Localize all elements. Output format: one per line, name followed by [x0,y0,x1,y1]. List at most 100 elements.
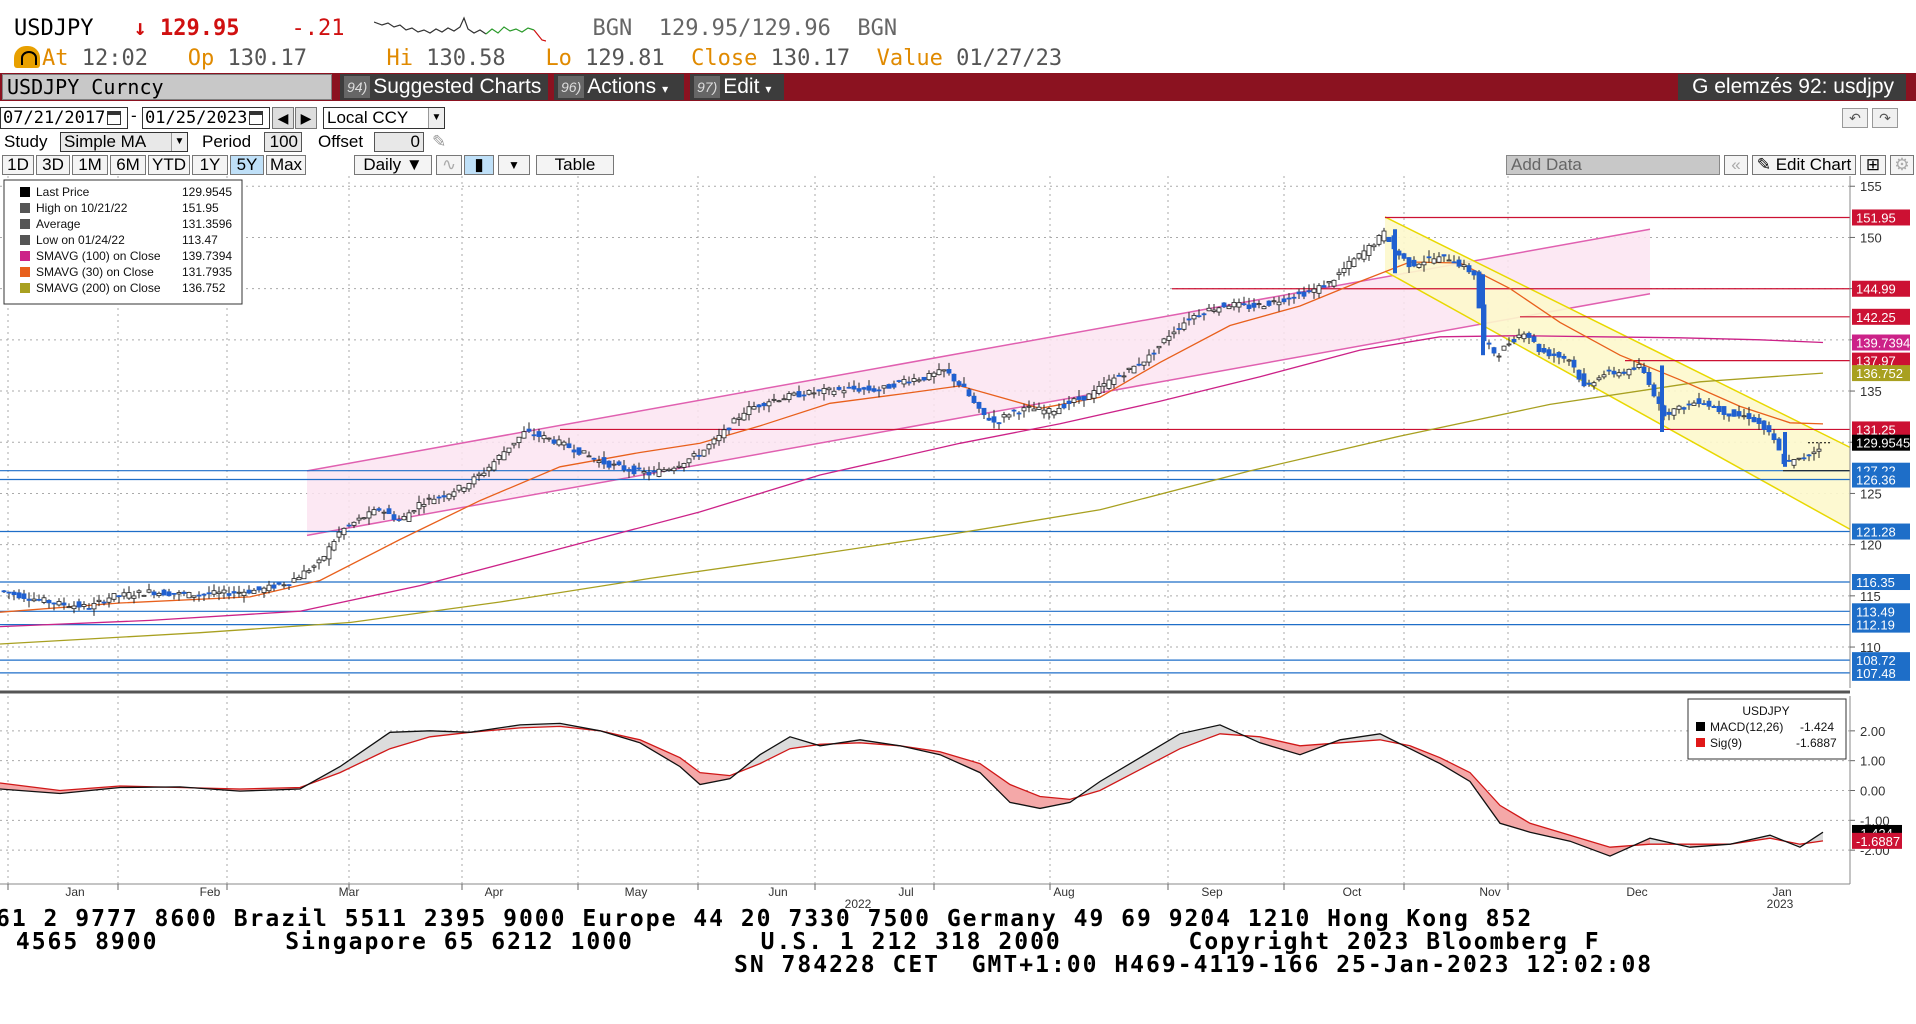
frequency-select[interactable]: Daily ▼ [354,155,432,175]
candle-up [1371,244,1377,248]
price-chart[interactable]: 110115120125130135140145150155 151.95144… [0,176,1916,908]
edit-menu[interactable]: 97) Edit ▾ [690,74,784,100]
range-6m[interactable]: 6M [110,155,146,175]
range-max[interactable]: Max [266,155,306,175]
price-tag-bg [1852,209,1910,226]
pencil-icon[interactable]: ✎ [432,132,447,151]
study-select[interactable]: Simple MA ▼ [60,132,188,152]
at-value: 12:02 [81,46,148,71]
candle-down [1716,405,1722,413]
candle-up [1501,345,1507,351]
actions-menu[interactable]: 96) Actions ▾ [554,74,684,100]
price-tag-label: 121.28 [1856,525,1896,540]
chart-type-dropdown[interactable]: ▼ [498,155,530,175]
legend-swatch [20,235,30,245]
candle-up [1156,345,1162,349]
price-tag-label: 112.19 [1856,618,1895,633]
candle-down [1396,250,1402,256]
candle-chart-icon[interactable]: ▮ [464,155,494,175]
gauge-icon[interactable] [14,46,40,68]
range-1d[interactable]: 1D [2,155,34,175]
candle-up [1416,263,1422,268]
candle-up [676,465,682,468]
redo-icon[interactable]: ↷ [1872,108,1898,128]
undo-icon[interactable]: ↶ [1842,108,1868,128]
candle-up [731,418,737,424]
line-chart-icon[interactable]: ∿ [436,155,462,175]
add-data-input[interactable]: Add Data [1506,155,1720,175]
candle-up [1041,409,1047,415]
range-1m[interactable]: 1M [72,155,108,175]
candle-up [586,455,592,458]
range-1y[interactable]: 1Y [192,155,228,175]
range-ytd[interactable]: YTD [148,155,190,175]
candle-down [226,593,232,596]
candle-down [801,394,807,397]
candle-down [616,461,622,466]
candle-down [1606,369,1612,372]
table-button[interactable]: Table [536,155,614,175]
legend-label: Last Price [36,185,90,199]
candle-up [291,578,297,583]
candle-down [16,592,22,599]
candle-down [436,496,442,499]
candle-down [396,519,402,521]
candle-down [896,380,902,382]
candle-down [1076,396,1082,400]
candle-down [856,388,862,392]
candle-up [561,441,567,446]
candle-down [866,385,872,391]
candle-up [331,541,337,551]
end-date-field[interactable]: 01/25/2023 [142,107,270,129]
candle-down [1766,425,1772,433]
suggested-charts-button[interactable]: 94) Suggested Charts [340,74,548,100]
month-label: Jan [1772,885,1791,899]
macd-legend-value: -1.424 [1800,720,1834,734]
macd-tick-label: 1.00 [1860,754,1885,769]
security-field[interactable]: USDJPY Curncy [2,74,332,100]
candle-up [1006,414,1012,418]
back-arrow-icon[interactable]: ◀ [272,107,294,129]
candle-up [1566,359,1572,362]
candle-up [1226,305,1232,310]
candle-down [1746,413,1752,420]
candle-up [546,437,552,440]
candle-up [421,503,427,507]
month-label: Aug [1053,885,1074,899]
edit-chart-button[interactable]: ✎ Edit Chart [1752,155,1856,175]
price-tag-label: 116.35 [1856,575,1895,590]
candle-up [321,556,327,561]
calendar-icon[interactable] [107,111,122,125]
period-input[interactable]: 100 [264,132,302,152]
candle-down [1751,417,1757,423]
candle-up [456,484,462,491]
month-label: Apr [485,885,504,899]
range-3d[interactable]: 3D [36,155,70,175]
candle-up [781,398,787,401]
price-tag-label: 126.36 [1856,473,1896,488]
candle-down [1186,318,1192,321]
legend-swatch [20,187,30,197]
candle-up [1166,335,1172,341]
price-tick-label: 155 [1860,179,1882,194]
start-date-field[interactable]: 07/21/2017 [0,107,128,129]
candle-up [496,454,502,460]
gear-icon[interactable]: ⚙ [1890,155,1914,175]
suggested-label: Suggested Charts [373,75,542,98]
price-tag-label: 107.48 [1856,666,1896,681]
up-channel-fill [307,229,1650,536]
chart-settings-icon[interactable]: ⊞ [1860,155,1886,175]
candle-up [1496,355,1502,358]
offset-input[interactable]: 0 [374,132,424,152]
candle-up [1311,288,1317,293]
candle-down [1681,407,1687,410]
range-5y[interactable]: 5Y [230,155,264,175]
calendar-icon[interactable] [249,111,264,125]
forward-arrow-icon[interactable]: ▶ [295,107,317,129]
legend-value: 151.95 [182,201,219,215]
price-tag-bg [1852,652,1910,669]
candle-up [741,412,747,421]
currency-select[interactable]: Local CCY ▼ [323,107,445,129]
collapse-icon[interactable]: « [1724,155,1748,175]
legend-value: 131.7935 [182,265,232,279]
